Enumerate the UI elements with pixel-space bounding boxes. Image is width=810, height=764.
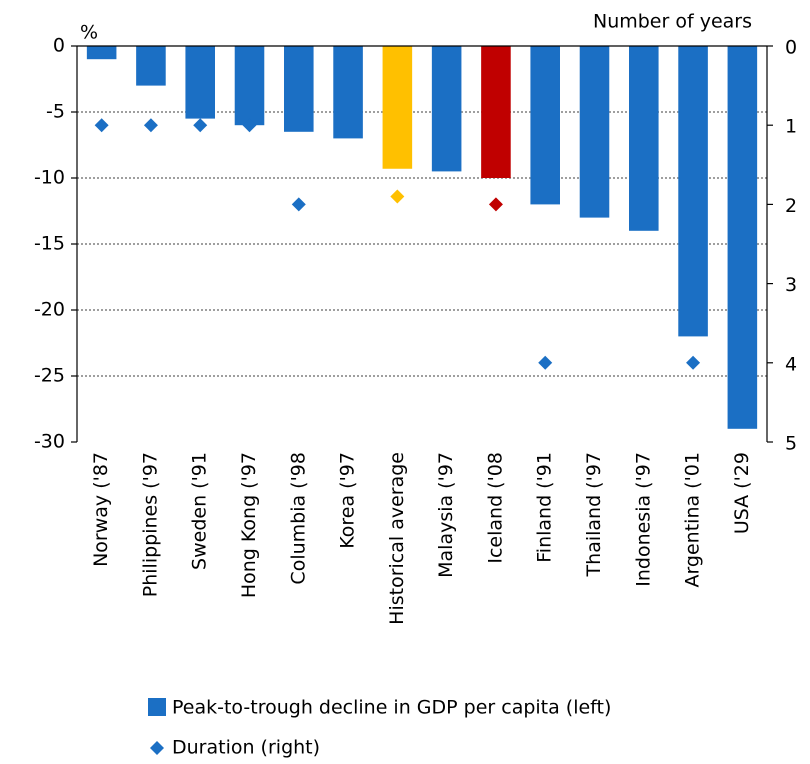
y-tick-label: -20 (34, 299, 65, 321)
x-tick-label: Argentina ('01 (682, 452, 704, 588)
bar (382, 46, 413, 169)
bar (579, 46, 610, 218)
bar (333, 46, 363, 139)
diamond-marker (686, 355, 701, 370)
y2-tick-label: 1 (785, 116, 797, 138)
x-tick-label: USA ('29 (731, 452, 753, 534)
x-tick-label: Norway ('87 (90, 452, 112, 567)
y-tick-label: -25 (34, 365, 65, 387)
bar (678, 46, 708, 337)
bar (136, 46, 166, 86)
legend-swatch (150, 741, 164, 755)
bar (727, 46, 758, 429)
diamond-marker (488, 197, 503, 212)
y2-tick-label: 3 (785, 274, 797, 296)
diamond-marker (390, 189, 405, 204)
bar (284, 46, 314, 132)
x-tick-label: Philippines ('97 (139, 452, 161, 597)
x-tick-label: Finland ('91 (534, 452, 556, 563)
bar (86, 46, 117, 60)
x-tick-label: Sweden ('91 (189, 452, 211, 570)
y-tick-label: 0 (53, 35, 65, 57)
diamond-marker (94, 118, 109, 133)
y2-axis-label: Number of years (593, 11, 752, 33)
x-tick-label: Historical average (386, 452, 408, 625)
diamond-marker (291, 197, 306, 212)
diamond-marker (538, 355, 553, 370)
bar (234, 46, 265, 126)
bar (185, 46, 215, 119)
diamond-marker (193, 118, 208, 133)
legend-label: Duration (right) (172, 737, 320, 759)
y-tick-label: -30 (34, 431, 65, 453)
y2-tick-label: 5 (785, 433, 797, 455)
diamond-marker (242, 118, 257, 133)
legend-label: Peak-to-trough decline in GDP per capita… (172, 697, 611, 719)
diamond-marker (143, 118, 158, 133)
y2-tick-label: 2 (785, 195, 797, 217)
y-tick-label: -5 (46, 101, 65, 123)
bar (481, 46, 511, 178)
bar (530, 46, 560, 205)
x-tick-label: Indonesia ('97 (632, 452, 654, 587)
x-tick-label: Iceland ('08 (484, 452, 506, 564)
x-tick-label: Korea ('97 (337, 452, 359, 549)
x-tick-label: Thailand ('97 (583, 452, 605, 577)
bar (629, 46, 659, 231)
y-tick-label: -10 (34, 167, 65, 189)
x-tick-label: Columbia ('98 (287, 452, 309, 585)
bar (431, 46, 462, 172)
y-tick-label: -15 (34, 233, 65, 255)
y2-tick-label: 4 (785, 353, 797, 375)
y2-tick-label: 0 (785, 37, 797, 59)
y-axis-label: % (80, 22, 98, 44)
legend-swatch (148, 698, 166, 716)
x-tick-label: Hong Kong ('97 (238, 452, 260, 598)
x-tick-label: Malaysia ('97 (435, 452, 457, 578)
